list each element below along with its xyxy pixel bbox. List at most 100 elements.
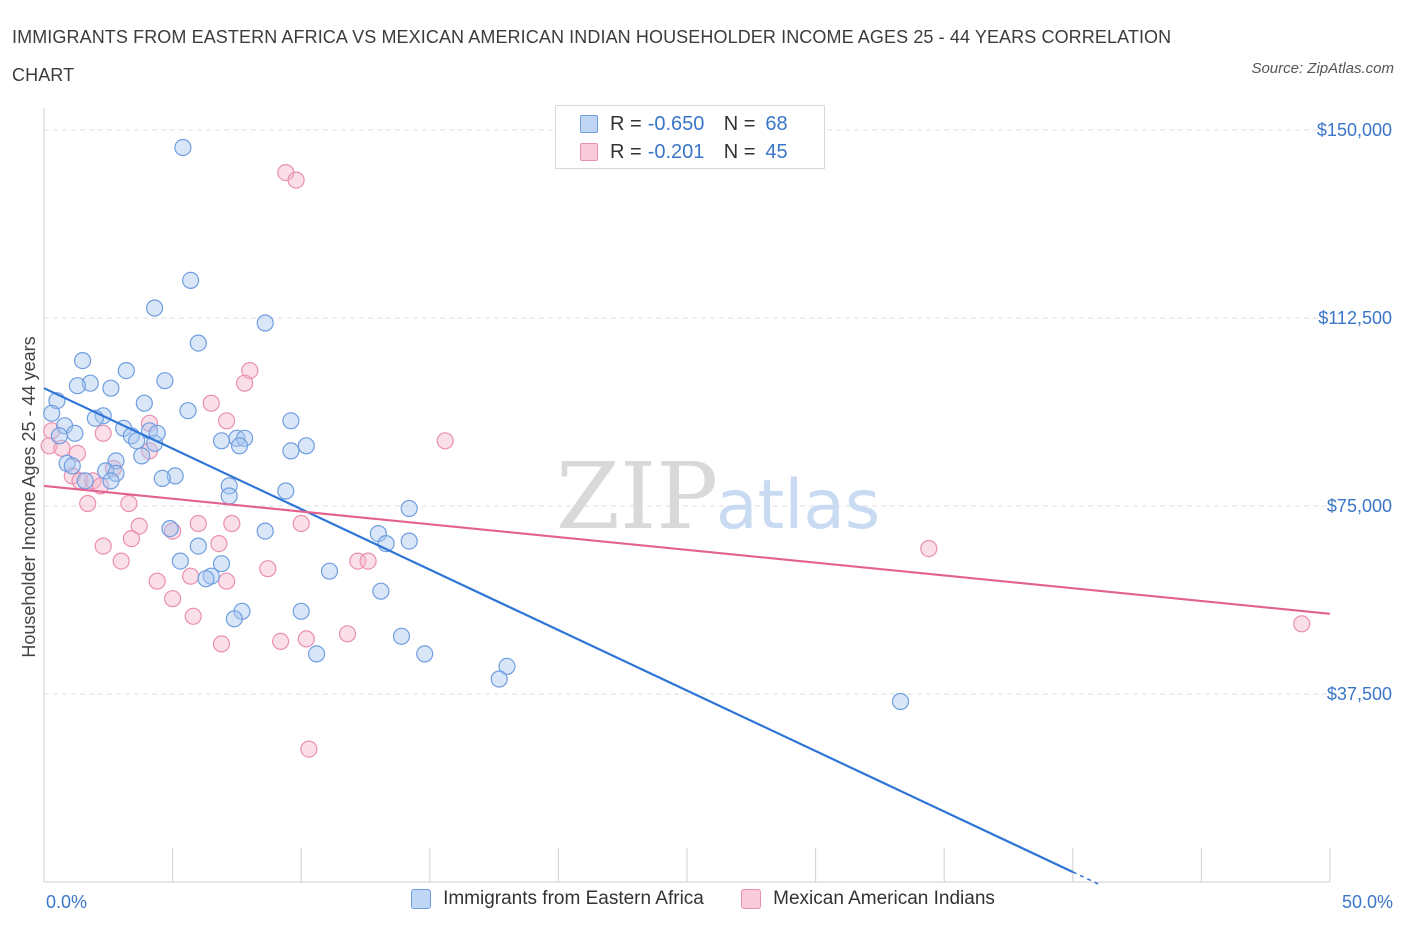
data-point-mexican-american-indians — [94, 537, 112, 555]
legend-n-label: N = — [723, 140, 756, 163]
data-point-mexican-american-indians — [164, 590, 182, 608]
data-point-mexican-american-indians — [223, 514, 241, 533]
data-point-immigrants-eastern-africa — [68, 377, 87, 395]
data-point-immigrants-eastern-africa — [282, 442, 300, 460]
legend-n-value: 68 — [765, 112, 788, 135]
data-point-immigrants-eastern-africa — [297, 437, 315, 455]
y-tick-label: $112,500 — [1318, 308, 1392, 328]
data-point-mexican-american-indians — [272, 632, 290, 651]
data-point-immigrants-eastern-africa — [156, 372, 174, 390]
legend-r-label: R = — [610, 140, 642, 163]
series-legend: Immigrants from Eastern Africa Mexican A… — [0, 888, 1406, 915]
watermark-zip: ZIP — [556, 443, 718, 550]
data-point-mexican-american-indians — [241, 362, 259, 380]
data-point-mexican-american-indians — [164, 522, 182, 540]
data-point-immigrants-eastern-africa — [73, 352, 92, 370]
data-point-mexican-american-indians — [210, 534, 228, 553]
axes — [43, 108, 1331, 883]
data-point-mexican-american-indians — [338, 625, 357, 643]
data-point-immigrants-eastern-africa — [225, 610, 243, 628]
data-point-immigrants-eastern-africa — [174, 138, 192, 157]
legend-r-value: -0.201 — [647, 140, 705, 163]
data-point-immigrants-eastern-africa — [43, 404, 61, 422]
data-point-mexican-american-indians — [94, 424, 112, 442]
data-point-mexican-american-indians — [300, 740, 318, 758]
y-tick-label: $150,000 — [1317, 120, 1392, 140]
legend-n-value: 45 — [765, 140, 788, 163]
data-point-immigrants-eastern-africa — [400, 532, 418, 550]
legend-row-pink: R = -0.201 N = 45 — [580, 139, 788, 165]
legend-item-mexican-american-indians[interactable]: Mexican American Indians — [741, 888, 995, 910]
data-point-mexican-american-indians — [122, 529, 140, 548]
data-point-mexican-american-indians — [359, 552, 377, 570]
data-point-immigrants-eastern-africa — [189, 334, 207, 352]
legend-r-value: -0.650 — [647, 112, 705, 135]
data-point-immigrants-eastern-africa — [66, 424, 84, 442]
series-immigrants-eastern-africa-points — [43, 138, 910, 711]
data-point-immigrants-eastern-africa — [416, 645, 434, 663]
data-point-immigrants-eastern-africa — [256, 314, 274, 332]
data-point-mexican-american-indians — [53, 439, 71, 457]
data-point-immigrants-eastern-africa — [117, 362, 135, 380]
legend-swatch-blue — [411, 889, 432, 909]
source-label: Source: ZipAtlas.com — [1251, 60, 1394, 77]
data-point-immigrants-eastern-africa — [166, 467, 184, 485]
data-point-immigrants-eastern-africa — [50, 427, 69, 445]
data-point-mexican-american-indians — [218, 572, 236, 590]
data-point-mexican-american-indians — [259, 560, 277, 578]
data-point-immigrants-eastern-africa — [277, 482, 295, 500]
x-tick-label-min: 0.0% — [46, 892, 87, 912]
data-point-mexican-american-indians — [292, 514, 310, 533]
data-point-immigrants-eastern-africa — [107, 452, 125, 470]
data-point-immigrants-eastern-africa — [392, 627, 411, 645]
data-point-mexican-american-indians — [91, 477, 110, 495]
chart-title: IMMIGRANTS FROM EASTERN AFRICA VS MEXICA… — [12, 27, 1172, 85]
data-point-immigrants-eastern-africa — [490, 670, 508, 688]
y-tick-label: $37,500 — [1327, 684, 1392, 704]
data-point-mexican-american-indians — [236, 374, 254, 392]
data-point-immigrants-eastern-africa — [189, 537, 207, 555]
data-point-immigrants-eastern-africa — [282, 412, 300, 430]
data-point-immigrants-eastern-africa — [372, 582, 390, 600]
legend-r-label: R = — [610, 112, 642, 135]
trend-lines — [43, 387, 1331, 885]
trend-line-mexican-american-indians — [43, 484, 1331, 615]
legend-label-eastern-africa: Immigrants from Eastern Africa — [443, 888, 704, 909]
data-point-immigrants-eastern-africa — [182, 271, 200, 289]
data-point-mexican-american-indians — [130, 517, 148, 535]
y-tick-label: $75,000 — [1327, 496, 1392, 516]
data-point-immigrants-eastern-africa — [146, 299, 164, 317]
data-point-immigrants-eastern-africa — [212, 555, 231, 573]
data-point-mexican-american-indians — [112, 552, 130, 570]
data-point-immigrants-eastern-africa — [171, 552, 189, 570]
data-point-immigrants-eastern-africa — [102, 379, 120, 397]
data-point-mexican-american-indians — [184, 607, 202, 625]
data-point-mexican-american-indians — [436, 432, 454, 450]
trend-line-eastern-africa — [43, 387, 1074, 873]
data-point-immigrants-eastern-africa — [891, 692, 910, 711]
data-point-mexican-american-indians — [182, 567, 200, 585]
legend-item-eastern-africa[interactable]: Immigrants from Eastern Africa — [411, 888, 704, 910]
data-point-mexican-american-indians — [1293, 615, 1311, 633]
data-point-immigrants-eastern-africa — [102, 472, 120, 490]
legend-n-label: N = — [723, 112, 756, 135]
data-point-immigrants-eastern-africa — [63, 457, 81, 475]
data-point-immigrants-eastern-africa — [153, 469, 171, 487]
data-point-immigrants-eastern-africa — [498, 657, 516, 676]
data-point-immigrants-eastern-africa — [256, 522, 274, 540]
legend-swatch-pink — [741, 889, 762, 909]
data-point-immigrants-eastern-africa — [133, 447, 151, 465]
y-axis-label: Householder Income Ages 25 - 44 years — [19, 336, 39, 657]
tick-labels: $37,500 $75,000 $112,500 $150,000 0.0% 50.0% — [46, 120, 1393, 912]
series-mexican-american-indians-points — [40, 164, 1311, 758]
data-point-immigrants-eastern-africa — [400, 499, 418, 518]
data-point-mexican-american-indians — [120, 494, 138, 513]
x-tick-label-max: 50.0% — [1342, 892, 1393, 912]
data-point-immigrants-eastern-africa — [308, 645, 326, 663]
data-point-mexican-american-indians — [212, 635, 231, 653]
correlation-legend: R = -0.650 N = 68 R = -0.201 N = 45 — [555, 105, 825, 169]
data-point-immigrants-eastern-africa — [220, 487, 238, 505]
data-point-mexican-american-indians — [79, 494, 97, 513]
watermark: ZIP atlas — [556, 443, 880, 550]
data-point-mexican-american-indians — [920, 539, 938, 558]
